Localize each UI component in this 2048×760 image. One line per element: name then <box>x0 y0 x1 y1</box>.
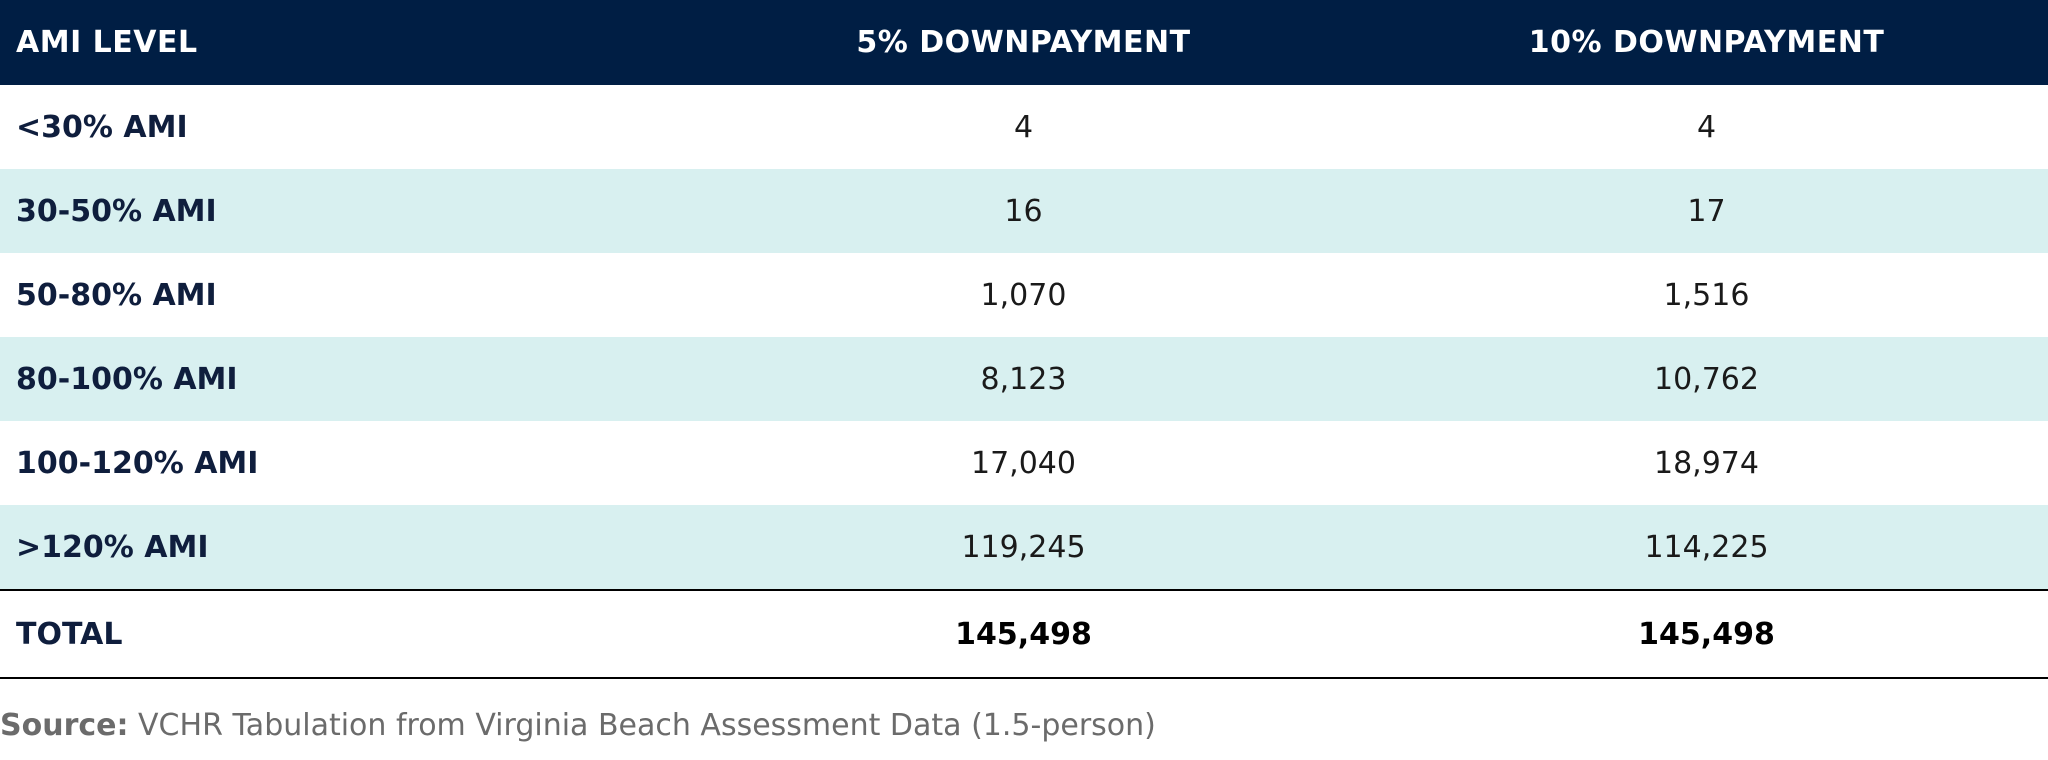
table-total-row: TOTAL 145,498 145,498 <box>0 589 2048 679</box>
row-5-percent-value: 4 <box>1013 109 1034 145</box>
table-row: >120% AMI 119,245 114,225 <box>0 505 2048 589</box>
row-5-percent-value: 8,123 <box>980 361 1067 397</box>
row-ami-level: <30% AMI <box>16 109 188 145</box>
row-10-percent-value: 10,762 <box>1654 361 1759 397</box>
table-row: 80-100% AMI 8,123 10,762 <box>0 337 2048 421</box>
row-ami-level: 80-100% AMI <box>16 361 238 397</box>
total-5-percent-value: 145,498 <box>955 616 1092 652</box>
row-10-percent-value: 17 <box>1687 193 1726 229</box>
table-row: 50-80% AMI 1,070 1,516 <box>0 253 2048 337</box>
header-5-percent-downpayment: 5% DOWNPAYMENT <box>856 25 1191 60</box>
data-table: AMI LEVEL 5% DOWNPAYMENT 10% DOWNPAYMENT… <box>0 0 2048 679</box>
table-row: 30-50% AMI 16 17 <box>0 169 2048 253</box>
row-ami-level: >120% AMI <box>16 529 209 565</box>
source-label: Source: <box>0 708 129 743</box>
row-10-percent-value: 18,974 <box>1654 445 1759 481</box>
total-10-percent-value: 145,498 <box>1638 616 1775 652</box>
row-ami-level: 30-50% AMI <box>16 193 217 229</box>
table-header-row: AMI LEVEL 5% DOWNPAYMENT 10% DOWNPAYMENT <box>0 0 2048 85</box>
row-10-percent-value: 1,516 <box>1663 277 1750 313</box>
row-ami-level: 100-120% AMI <box>16 445 259 481</box>
source-text: VCHR Tabulation from Virginia Beach Asse… <box>128 708 1156 743</box>
row-10-percent-value: 114,225 <box>1644 529 1769 565</box>
row-5-percent-value: 119,245 <box>961 529 1086 565</box>
table-row: 100-120% AMI 17,040 18,974 <box>0 421 2048 505</box>
row-5-percent-value: 1,070 <box>980 277 1067 313</box>
row-5-percent-value: 17,040 <box>971 445 1076 481</box>
total-label: TOTAL <box>16 616 123 652</box>
header-10-percent-downpayment: 10% DOWNPAYMENT <box>1528 25 1885 60</box>
table-row: <30% AMI 4 4 <box>0 85 2048 169</box>
row-ami-level: 50-80% AMI <box>16 277 217 313</box>
header-ami-level: AMI LEVEL <box>16 25 198 60</box>
row-5-percent-value: 16 <box>1004 193 1043 229</box>
source-note: Source: VCHR Tabulation from Virginia Be… <box>0 708 1156 743</box>
row-10-percent-value: 4 <box>1696 109 1717 145</box>
